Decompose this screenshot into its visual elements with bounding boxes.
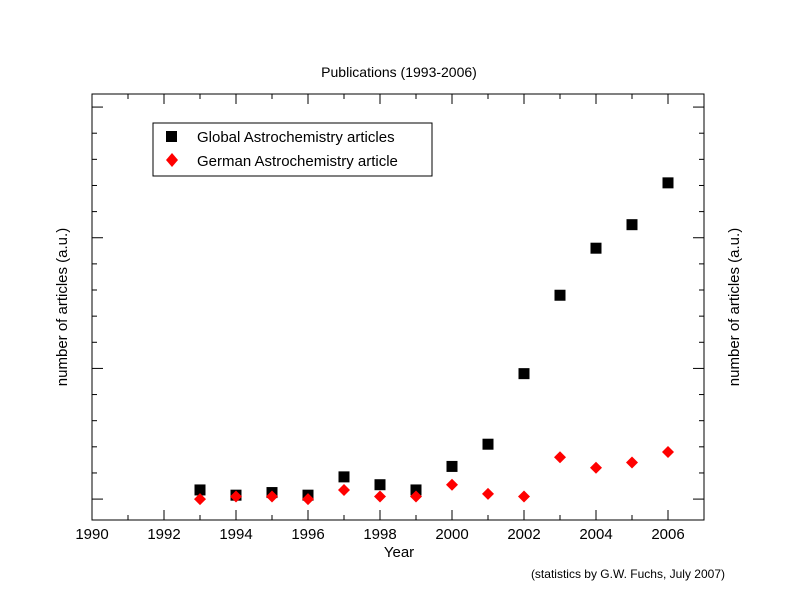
data-point-german <box>230 490 242 503</box>
legend: Global Astrochemistry articles German As… <box>152 122 433 177</box>
x-tick-label: 1990 <box>75 526 108 543</box>
y-axis-label-right: number of articles (a.u.) <box>726 228 743 386</box>
data-point-global <box>410 484 422 496</box>
footnote: (statistics by G.W. Fuchs, July 2007) <box>531 567 725 581</box>
x-tick-label: 2002 <box>507 526 540 543</box>
x-axis-ticks: 1990 1992 1994 1996 1998 2000 2002 2004 2006 <box>75 94 705 543</box>
data-point-german <box>266 490 278 503</box>
legend-marker-global <box>166 131 177 142</box>
data-point-german <box>590 461 602 474</box>
chart-title: Publications (1993-2006) <box>321 64 477 80</box>
data-point-german <box>302 493 314 506</box>
x-tick-label: 2006 <box>651 526 684 543</box>
legend-label-global: Global Astrochemistry articles <box>197 129 395 146</box>
x-axis-label: Year <box>384 544 414 561</box>
data-point-german <box>518 490 530 503</box>
legend-marker-german <box>166 153 178 167</box>
x-tick-label: 1994 <box>219 526 252 543</box>
data-point-german <box>626 456 638 469</box>
data-point-global <box>590 242 602 254</box>
data-point-global <box>194 484 206 496</box>
data-point-global <box>374 479 386 491</box>
data-point-global <box>446 460 458 472</box>
x-tick-label: 1998 <box>363 526 396 543</box>
data-point-global <box>662 177 674 189</box>
data-point-german <box>338 483 350 496</box>
y-axis-ticks <box>92 106 704 500</box>
data-point-global <box>554 289 566 301</box>
data-point-global <box>338 471 350 483</box>
data-point-german <box>662 446 674 459</box>
y-axis-label-left: number of articles (a.u.) <box>54 228 71 386</box>
data-point-german <box>482 487 494 500</box>
data-point-german <box>374 490 386 503</box>
legend-label-german: German Astrochemistry article <box>197 153 398 170</box>
data-point-global <box>518 368 530 380</box>
data-point-german <box>194 493 206 506</box>
data-point-german <box>410 490 422 503</box>
data-markers <box>194 177 674 506</box>
x-tick-label: 2004 <box>579 526 612 543</box>
data-point-german <box>446 478 458 491</box>
plot-frame <box>91 93 705 521</box>
data-point-german <box>554 451 566 464</box>
legend-box <box>152 122 433 177</box>
x-tick-label: 2000 <box>435 526 468 543</box>
x-tick-label: 1992 <box>147 526 180 543</box>
data-point-global <box>626 219 638 231</box>
x-tick-label: 1996 <box>291 526 324 543</box>
data-point-global <box>482 438 494 450</box>
